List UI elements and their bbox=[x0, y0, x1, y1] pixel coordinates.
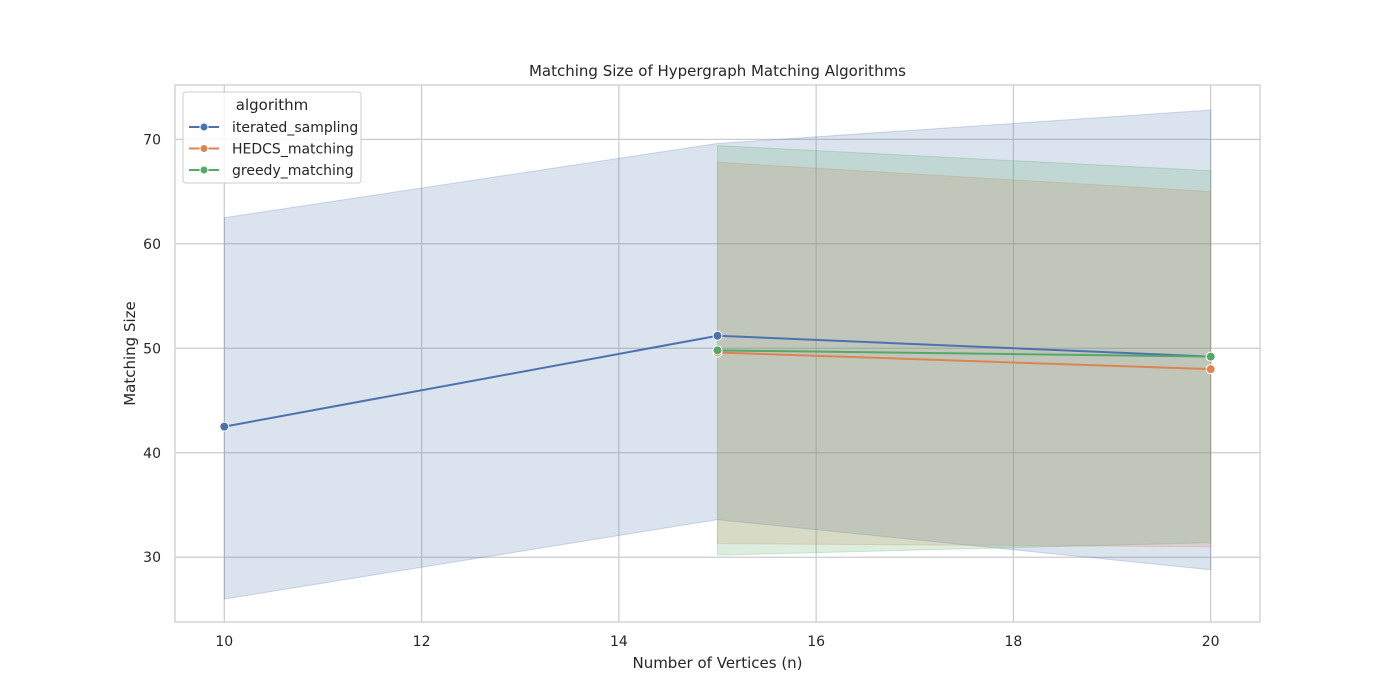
y-tick-label: 30 bbox=[143, 550, 161, 566]
legend-marker-HEDCS_matching bbox=[199, 144, 209, 153]
legend: algorithm iterated_sampling HEDCS_matchin… bbox=[182, 91, 362, 184]
legend-marker-iterated_sampling bbox=[199, 122, 209, 132]
ci-band-HEDCS_matching bbox=[717, 161, 1212, 548]
y-tick-label: 70 bbox=[143, 132, 161, 148]
x-axis-label: Number of Vertices (n) bbox=[632, 654, 802, 672]
x-tick-label: 14 bbox=[610, 634, 628, 650]
chart-title: Matching Size of Hypergraph Matching Alg… bbox=[529, 62, 906, 80]
y-tick-label: 50 bbox=[143, 341, 161, 357]
y-tick-label: 60 bbox=[143, 237, 161, 253]
x-tick-label: 20 bbox=[1202, 634, 1220, 650]
legend-marker-greedy_matching bbox=[199, 165, 209, 175]
legend-title: algorithm bbox=[236, 96, 308, 114]
x-tick-label: 16 bbox=[807, 634, 825, 650]
legend-box bbox=[182, 91, 362, 184]
data-point-HEDCS_matching bbox=[1205, 364, 1216, 375]
data-point-iterated_sampling bbox=[712, 330, 723, 341]
y-tick-label: 40 bbox=[143, 446, 161, 462]
data-point-greedy_matching bbox=[1205, 351, 1216, 362]
series-line-HEDCS_matching bbox=[717, 351, 1211, 371]
ci-band-greedy_matching bbox=[717, 145, 1212, 556]
plot-frame bbox=[174, 84, 1261, 623]
data-point-iterated_sampling bbox=[219, 421, 230, 432]
data-point-greedy_matching bbox=[712, 345, 723, 356]
legend-label-greedy_matching: greedy_matching bbox=[232, 163, 354, 179]
legend-label-iterated_sampling: iterated_sampling bbox=[232, 120, 358, 136]
series-line-greedy_matching bbox=[717, 349, 1211, 358]
y-tick-labels: 30 40 50 60 70 bbox=[143, 132, 161, 566]
y-axis-label: Matching Size bbox=[121, 301, 139, 406]
series-markers bbox=[219, 330, 1216, 432]
x-tick-labels: 10 12 14 16 18 20 bbox=[215, 634, 1219, 650]
x-tick-label: 18 bbox=[1004, 634, 1022, 650]
legend-label-HEDCS_matching: HEDCS_matching bbox=[232, 142, 354, 158]
x-tick-label: 10 bbox=[215, 634, 233, 650]
x-tick-label: 12 bbox=[413, 634, 431, 650]
